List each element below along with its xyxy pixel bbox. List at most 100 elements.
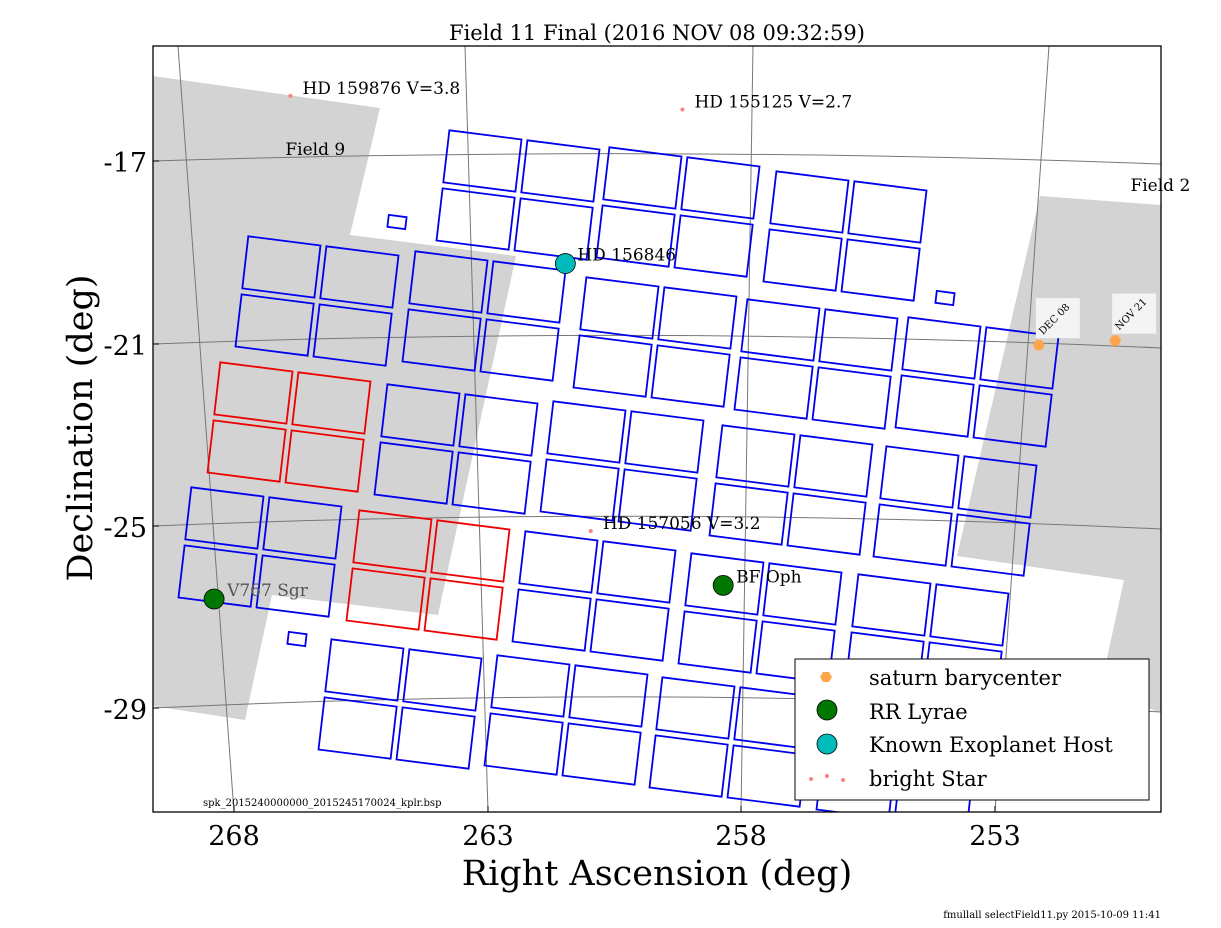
- ccd-channel: [213, 361, 294, 425]
- ccd-channel: [234, 293, 315, 357]
- y-tick-label: -29: [104, 695, 147, 726]
- saturn-barycenter-point: [1109, 335, 1122, 346]
- y-axis-label: Declination (deg): [61, 274, 101, 581]
- ccd-channel: [929, 583, 1010, 647]
- ccd-channel: [518, 530, 599, 594]
- legend: saturn barycenter RR Lyrae Known Exoplan…: [794, 658, 1150, 801]
- ccd-channel: [673, 214, 754, 278]
- legend-label-exoplanet: Known Exoplanet Host: [869, 733, 1113, 757]
- legend-marker-saturn: [820, 672, 832, 682]
- ccd-channel: [740, 298, 821, 362]
- fine-guidance-sensor: [286, 630, 308, 648]
- ccd-module: [733, 298, 899, 430]
- ccd-channel: [972, 384, 1053, 448]
- rr-lyrae-label: BF Oph: [736, 567, 802, 587]
- ccd-channel: [589, 598, 670, 662]
- ccd-channel: [762, 562, 843, 626]
- ccd-channel: [319, 245, 400, 309]
- ccd-channel: [539, 458, 620, 522]
- ccd-channel: [786, 492, 867, 556]
- legend-marker-bright-star: [825, 774, 829, 778]
- ccd-channel: [317, 696, 398, 760]
- legend-label-saturn: saturn barycenter: [869, 666, 1062, 690]
- ccd-channel: [657, 286, 738, 350]
- ccd-channel: [546, 400, 627, 464]
- y-tick-label: -25: [104, 513, 147, 544]
- ccd-channel: [650, 344, 731, 408]
- date-label-box: [1112, 293, 1157, 334]
- ccd-channel: [442, 129, 523, 193]
- legend-box: [794, 658, 1150, 801]
- ccd-channel: [655, 676, 736, 740]
- plot-area: HD 159876 V=3.8 HD 155125 V=2.7 HD 157056 …: [153, 46, 1161, 812]
- ccd-channel: [402, 648, 483, 712]
- ccd-channel: [380, 383, 461, 447]
- ccd-module: [401, 250, 567, 382]
- ccd-module: [345, 509, 511, 641]
- ccd-module: [373, 383, 539, 515]
- ccd-channel: [680, 156, 761, 220]
- field-2-region: [957, 196, 1161, 713]
- bright-star-label: HD 155125 V=2.7: [694, 92, 852, 112]
- ccd-channel: [312, 303, 393, 367]
- ccd-channel: [847, 180, 928, 244]
- ccd-channel: [490, 654, 571, 718]
- ccd-channel: [901, 316, 982, 380]
- ccd-channel: [479, 318, 560, 382]
- ra-gridline: [177, 46, 235, 812]
- ccd-channel: [458, 393, 539, 457]
- data-markers: HD 159876 V=3.8 HD 155125 V=2.7 HD 157056 …: [203, 79, 1157, 610]
- rr-lyrae-point: [712, 574, 734, 596]
- ccd-module: [894, 316, 1060, 448]
- legend-marker-bright-star: [809, 777, 813, 781]
- ccd-channel: [184, 486, 265, 550]
- saturn-barycenter-point: [1032, 340, 1045, 351]
- ccd-module: [435, 129, 601, 261]
- dec-gridline: [153, 515, 1161, 530]
- ccd-module: [762, 170, 928, 302]
- ccd-channel: [950, 513, 1031, 577]
- x-tick-label: 258: [715, 821, 767, 852]
- ccd-channel: [291, 371, 372, 435]
- ccd-channel: [818, 308, 899, 372]
- ccd-channel: [872, 503, 953, 567]
- ccd-channel: [733, 356, 814, 420]
- ccd-channel: [352, 509, 433, 573]
- legend-label-rr-lyrae: RR Lyrae: [869, 700, 968, 724]
- fine-guidance-sensor: [386, 213, 408, 231]
- y-ticks: -17 -21 -25 -29: [104, 148, 159, 726]
- bright-star-point: [288, 93, 293, 98]
- ccd-module: [677, 552, 843, 684]
- exoplanet-host-point: [554, 253, 576, 274]
- ccd-module: [539, 400, 705, 532]
- ccd-channel: [423, 577, 504, 641]
- ccd-channel: [769, 170, 850, 234]
- ccd-channel: [708, 482, 789, 546]
- ra-gridline: [464, 46, 489, 812]
- ccd-channel: [596, 540, 677, 604]
- x-axis-label: Right Ascension (deg): [462, 854, 853, 894]
- ccd-channel: [811, 366, 892, 430]
- ccd-channel: [879, 445, 960, 509]
- ccd-module: [511, 530, 677, 662]
- ccd-module: [234, 235, 400, 367]
- ccd-module: [708, 424, 874, 556]
- ccd-module: [177, 486, 343, 618]
- ccd-channel: [408, 250, 489, 314]
- ccd-channel: [345, 567, 426, 631]
- ccd-channel: [568, 664, 649, 728]
- ccd-module: [483, 654, 649, 786]
- ccd-module: [572, 276, 738, 408]
- ccd-channel: [430, 519, 511, 583]
- ccd-channel: [520, 139, 601, 203]
- ccd-channel: [373, 441, 454, 505]
- ccd-channel: [851, 573, 932, 637]
- ccd-channel: [511, 588, 592, 652]
- ccd-channel: [793, 434, 874, 498]
- date-label-box: [1035, 298, 1080, 339]
- ccd-channel: [486, 260, 567, 324]
- ccd-channel: [762, 228, 843, 292]
- ccd-channel: [957, 455, 1038, 519]
- legend-label-bright-star: bright Star: [869, 767, 988, 791]
- x-tick-label: 268: [208, 821, 260, 852]
